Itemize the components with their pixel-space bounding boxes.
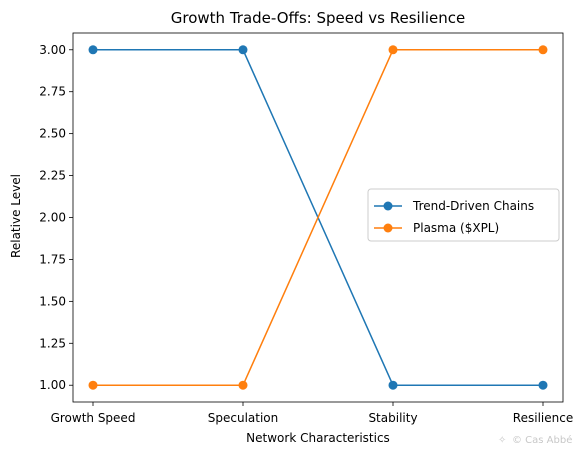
y-tick-label: 1.75 xyxy=(39,252,66,266)
legend: Trend-Driven Chains Plasma ($XPL) xyxy=(367,188,560,242)
y-axis: 1.00 1.25 1.50 1.75 2.00 2.25 2.50 2.75 3.00 xyxy=(39,43,73,392)
watermark-text: © Cas Abbé xyxy=(512,434,572,446)
y-tick-label: 2.25 xyxy=(39,169,66,183)
x-tick-label: Speculation xyxy=(208,411,279,425)
legend-marker xyxy=(383,201,393,211)
data-point xyxy=(238,45,248,55)
y-tick-label: 2.75 xyxy=(39,85,66,99)
data-point xyxy=(388,380,398,390)
data-point xyxy=(538,380,548,390)
y-axis-title: Relative Level xyxy=(9,174,23,258)
chart-title: Growth Trade-Offs: Speed vs Resilience xyxy=(171,9,466,27)
x-tick-label: Growth Speed xyxy=(51,411,136,425)
y-tick-label: 1.50 xyxy=(39,294,66,308)
data-point xyxy=(238,380,248,390)
x-tick-label: Resilience xyxy=(513,411,573,425)
data-point xyxy=(388,45,398,55)
y-tick-label: 1.00 xyxy=(39,378,66,392)
legend-marker xyxy=(383,223,393,233)
x-axis: Growth Speed Speculation Stability Resilien… xyxy=(51,402,573,425)
y-tick-label: 1.25 xyxy=(39,336,66,350)
data-point xyxy=(88,380,98,390)
x-axis-title: Network Characteristics xyxy=(246,431,390,445)
y-tick-label: 2.50 xyxy=(39,127,66,141)
legend-label: Plasma ($XPL) xyxy=(413,221,499,235)
sparkle-icon: ✧ xyxy=(498,435,506,446)
legend-label: Trend-Driven Chains xyxy=(412,199,534,213)
series-1 xyxy=(88,45,548,390)
watermark: ✧ © Cas Abbé xyxy=(498,434,572,446)
series-layer xyxy=(88,45,548,390)
x-tick-label: Stability xyxy=(368,411,417,425)
data-point xyxy=(88,45,98,55)
data-point xyxy=(538,45,548,55)
series-line xyxy=(93,49,543,386)
y-tick-label: 2.00 xyxy=(39,211,66,225)
legend-box xyxy=(367,188,560,242)
y-tick-label: 3.00 xyxy=(39,43,66,57)
